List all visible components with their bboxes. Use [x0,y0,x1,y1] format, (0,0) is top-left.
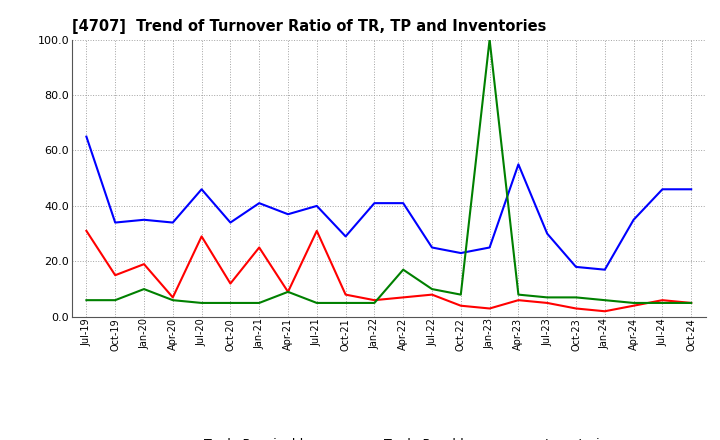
Trade Payables [658,187,667,192]
Inventories [687,300,696,305]
Trade Receivables [600,308,609,314]
Trade Payables [543,231,552,236]
Inventories [255,300,264,305]
Line: Trade Receivables: Trade Receivables [86,231,691,311]
Trade Receivables [197,234,206,239]
Inventories [312,300,321,305]
Trade Receivables [226,281,235,286]
Trade Payables [197,187,206,192]
Trade Payables [428,245,436,250]
Trade Payables [514,161,523,167]
Trade Payables [629,217,638,222]
Inventories [456,292,465,297]
Inventories [111,297,120,303]
Trade Payables [312,203,321,209]
Trade Payables [572,264,580,270]
Inventories [82,297,91,303]
Trade Payables [399,201,408,206]
Trade Payables [168,220,177,225]
Trade Receivables [168,295,177,300]
Inventories [658,300,667,305]
Trade Receivables [341,292,350,297]
Trade Receivables [255,245,264,250]
Trade Payables [341,234,350,239]
Line: Inventories: Inventories [86,40,691,303]
Trade Receivables [485,306,494,311]
Trade Receivables [284,289,292,294]
Trade Payables [456,250,465,256]
Legend: Trade Receivables, Trade Payables, Inventories: Trade Receivables, Trade Payables, Inven… [158,433,619,440]
Trade Payables [370,201,379,206]
Inventories [197,300,206,305]
Inventories [399,267,408,272]
Trade Receivables [456,303,465,308]
Trade Payables [140,217,148,222]
Inventories [140,286,148,292]
Inventories [370,300,379,305]
Trade Receivables [399,295,408,300]
Inventories [168,297,177,303]
Trade Receivables [514,297,523,303]
Trade Payables [284,212,292,217]
Trade Receivables [312,228,321,234]
Trade Receivables [370,297,379,303]
Trade Receivables [658,297,667,303]
Trade Payables [255,201,264,206]
Trade Payables [111,220,120,225]
Trade Receivables [687,300,696,305]
Text: [4707]  Trend of Turnover Ratio of TR, TP and Inventories: [4707] Trend of Turnover Ratio of TR, TP… [72,19,546,34]
Inventories [543,295,552,300]
Inventories [428,286,436,292]
Trade Payables [82,134,91,139]
Trade Receivables [572,306,580,311]
Trade Payables [687,187,696,192]
Trade Receivables [140,261,148,267]
Inventories [629,300,638,305]
Inventories [284,289,292,294]
Trade Receivables [82,228,91,234]
Trade Payables [600,267,609,272]
Inventories [514,292,523,297]
Inventories [600,297,609,303]
Trade Receivables [543,300,552,305]
Inventories [572,295,580,300]
Trade Receivables [428,292,436,297]
Trade Payables [226,220,235,225]
Trade Payables [485,245,494,250]
Inventories [341,300,350,305]
Inventories [485,37,494,42]
Line: Trade Payables: Trade Payables [86,136,691,270]
Trade Receivables [629,303,638,308]
Inventories [226,300,235,305]
Trade Receivables [111,272,120,278]
